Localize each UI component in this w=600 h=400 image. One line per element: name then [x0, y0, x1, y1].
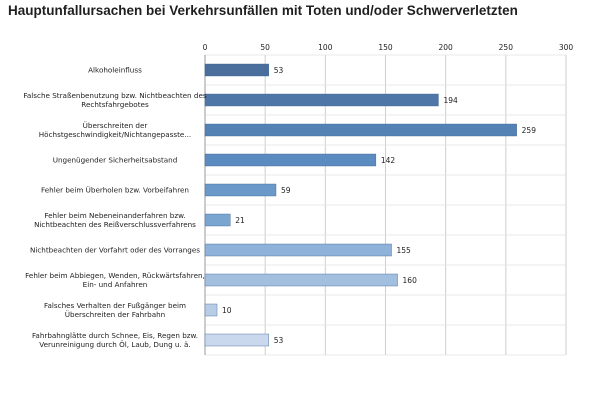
- data-label: 194: [443, 96, 458, 105]
- bar: [204, 93, 439, 107]
- category-label: Fahrbahnglätte durch Schnee, Eis, Regen …: [32, 331, 198, 340]
- data-label: 53: [274, 336, 284, 345]
- x-tick-label: 300: [559, 43, 574, 52]
- bar: [204, 123, 517, 137]
- data-label: 155: [397, 246, 412, 255]
- bar: [204, 303, 218, 317]
- category-label: Nichtbeachten der Vorfahrt oder des Vorr…: [30, 246, 200, 255]
- category-label: Verunreinigung durch Öl, Laub, Dung u. ä…: [39, 340, 190, 349]
- bar: [204, 63, 269, 77]
- category-label: Fehler beim Abbiegen, Wenden, Rückwärtsf…: [25, 271, 205, 280]
- data-label: 53: [274, 66, 284, 75]
- x-tick-label: 150: [378, 43, 393, 52]
- category-label: Überschreiten der: [83, 121, 148, 130]
- x-tick-label: 250: [499, 43, 514, 52]
- category-label: Alkoholeinfluss: [88, 66, 142, 75]
- category-label: Falsche Straßenbenutzung bzw. Nichtbeach…: [23, 91, 207, 100]
- data-label: 21: [235, 216, 245, 225]
- category-label: Fehler beim Überholen bzw. Vorbeifahren: [41, 186, 189, 195]
- category-label: Ein- und Anfahren: [83, 280, 148, 289]
- bar: [204, 273, 398, 287]
- data-label: 142: [381, 156, 396, 165]
- category-label: Überschreiten der Fahrbahn: [65, 310, 165, 319]
- x-tick-label: 200: [439, 43, 454, 52]
- x-tick-label: 100: [318, 43, 333, 52]
- data-label: 160: [403, 276, 418, 285]
- category-label: Ungenügender Sicherheitsabstand: [53, 156, 178, 165]
- data-label: 259: [522, 126, 537, 135]
- bar: [204, 213, 231, 227]
- bar: [204, 183, 277, 197]
- category-label: Höchstgeschwindigkeit/Nichtangepasste...: [39, 130, 191, 139]
- chart-title: Hauptunfallursachen bei Verkehrsunfällen…: [8, 3, 518, 18]
- category-label: Nichtbeachten des Reißverschlussverfahre…: [34, 220, 196, 229]
- data-label: 59: [281, 186, 291, 195]
- category-label: Falsches Verhalten der Fußgänger beim: [44, 301, 186, 310]
- x-tick-label: 0: [203, 43, 208, 52]
- bar: [204, 333, 269, 347]
- bar: [204, 153, 377, 167]
- data-label: 10: [222, 306, 232, 315]
- category-label: Rechtsfahrgebotes: [81, 100, 149, 109]
- category-label: Fehler beim Nebeneinanderfahren bzw.: [44, 211, 185, 220]
- bar: [204, 243, 392, 257]
- x-tick-label: 50: [260, 43, 270, 52]
